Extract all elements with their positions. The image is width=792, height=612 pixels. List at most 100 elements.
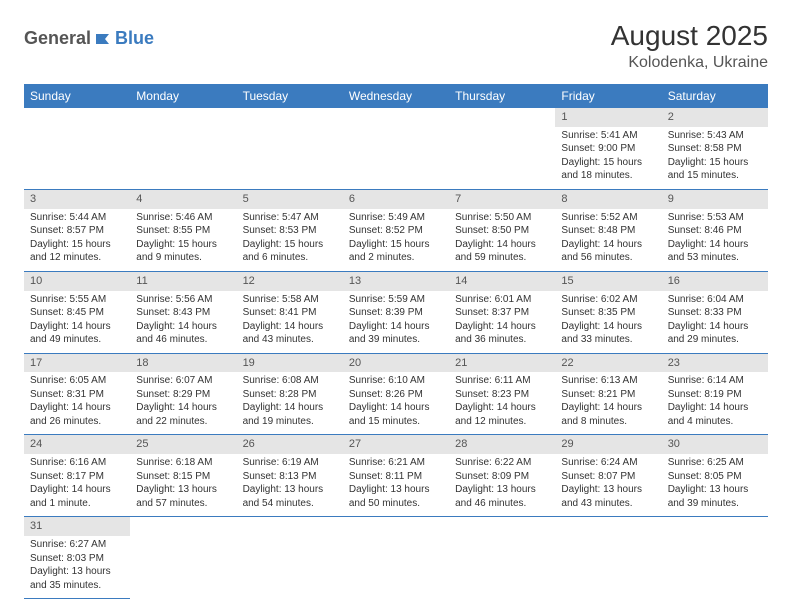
daylight-text: Daylight: 14 hours and 46 minutes. bbox=[136, 320, 230, 347]
daylight-text: Daylight: 14 hours and 36 minutes. bbox=[455, 320, 549, 347]
day-number-cell bbox=[237, 517, 343, 536]
daylight-text: Daylight: 13 hours and 43 minutes. bbox=[561, 483, 655, 510]
day-number-cell: 9 bbox=[662, 189, 768, 208]
sunset-text: Sunset: 8:48 PM bbox=[561, 224, 655, 238]
day-info-cell: Sunrise: 6:14 AMSunset: 8:19 PMDaylight:… bbox=[662, 372, 768, 435]
flag-icon bbox=[95, 32, 113, 46]
sunrise-text: Sunrise: 6:25 AM bbox=[668, 456, 762, 470]
daylight-text: Daylight: 14 hours and 33 minutes. bbox=[561, 320, 655, 347]
daylight-text: Daylight: 15 hours and 18 minutes. bbox=[561, 156, 655, 183]
daylight-text: Daylight: 15 hours and 6 minutes. bbox=[243, 238, 337, 265]
day-number-cell: 26 bbox=[237, 435, 343, 454]
sunrise-text: Sunrise: 6:11 AM bbox=[455, 374, 549, 388]
day-info-cell: Sunrise: 6:07 AMSunset: 8:29 PMDaylight:… bbox=[130, 372, 236, 435]
day-number-cell bbox=[237, 108, 343, 127]
day-info-cell: Sunrise: 6:04 AMSunset: 8:33 PMDaylight:… bbox=[662, 291, 768, 354]
sunset-text: Sunset: 8:35 PM bbox=[561, 306, 655, 320]
day-info-cell bbox=[555, 536, 661, 599]
daylight-text: Daylight: 14 hours and 56 minutes. bbox=[561, 238, 655, 265]
day-info-cell: Sunrise: 6:16 AMSunset: 8:17 PMDaylight:… bbox=[24, 454, 130, 517]
day-number-cell: 2 bbox=[662, 108, 768, 127]
sunrise-text: Sunrise: 5:41 AM bbox=[561, 129, 655, 143]
sunrise-text: Sunrise: 6:24 AM bbox=[561, 456, 655, 470]
weekday-header: Wednesday bbox=[343, 84, 449, 108]
day-info-cell bbox=[449, 536, 555, 599]
calendar-table: Sunday Monday Tuesday Wednesday Thursday… bbox=[24, 84, 768, 599]
day-number-cell bbox=[130, 108, 236, 127]
sunset-text: Sunset: 8:37 PM bbox=[455, 306, 549, 320]
day-info-row: Sunrise: 5:55 AMSunset: 8:45 PM Daylight:… bbox=[24, 291, 768, 354]
sunrise-text: Sunrise: 5:55 AM bbox=[30, 293, 124, 307]
day-number-row: 12 bbox=[24, 108, 768, 127]
sunset-text: Sunset: 8:50 PM bbox=[455, 224, 549, 238]
day-info-cell: Sunrise: 6:22 AMSunset: 8:09 PMDaylight:… bbox=[449, 454, 555, 517]
sunrise-text: Sunrise: 6:19 AM bbox=[243, 456, 337, 470]
day-number-cell: 23 bbox=[662, 353, 768, 372]
sunrise-text: Sunrise: 5:58 AM bbox=[243, 293, 337, 307]
day-number-cell: 6 bbox=[343, 189, 449, 208]
day-number-cell: 13 bbox=[343, 271, 449, 290]
weekday-header: Tuesday bbox=[237, 84, 343, 108]
day-number-cell: 16 bbox=[662, 271, 768, 290]
day-info-cell: Sunrise: 5:52 AMSunset: 8:48 PMDaylight:… bbox=[555, 209, 661, 272]
day-info-cell: Sunrise: 6:05 AMSunset: 8:31 PMDaylight:… bbox=[24, 372, 130, 435]
day-number-row: 31 bbox=[24, 517, 768, 536]
day-info-cell: Sunrise: 6:08 AMSunset: 8:28 PMDaylight:… bbox=[237, 372, 343, 435]
day-info-cell: Sunrise: 6:01 AMSunset: 8:37 PMDaylight:… bbox=[449, 291, 555, 354]
sunrise-text: Sunrise: 6:18 AM bbox=[136, 456, 230, 470]
day-number-cell: 31 bbox=[24, 517, 130, 536]
day-number-cell: 8 bbox=[555, 189, 661, 208]
logo-text-general: General bbox=[24, 28, 91, 49]
day-info-cell: Sunrise: 6:18 AMSunset: 8:15 PMDaylight:… bbox=[130, 454, 236, 517]
sunrise-text: Sunrise: 5:49 AM bbox=[349, 211, 443, 225]
daylight-text: Daylight: 14 hours and 4 minutes. bbox=[668, 401, 762, 428]
day-info-cell bbox=[24, 127, 130, 190]
day-info-cell bbox=[343, 536, 449, 599]
day-number-cell: 11 bbox=[130, 271, 236, 290]
day-info-cell: Sunrise: 5:53 AMSunset: 8:46 PMDaylight:… bbox=[662, 209, 768, 272]
day-info-cell: Sunrise: 5:55 AMSunset: 8:45 PMDaylight:… bbox=[24, 291, 130, 354]
sunset-text: Sunset: 8:19 PM bbox=[668, 388, 762, 402]
daylight-text: Daylight: 15 hours and 9 minutes. bbox=[136, 238, 230, 265]
day-info-cell: Sunrise: 5:50 AMSunset: 8:50 PMDaylight:… bbox=[449, 209, 555, 272]
day-info-cell: Sunrise: 5:58 AMSunset: 8:41 PMDaylight:… bbox=[237, 291, 343, 354]
sunset-text: Sunset: 8:28 PM bbox=[243, 388, 337, 402]
sunset-text: Sunset: 8:17 PM bbox=[30, 470, 124, 484]
day-info-cell: Sunrise: 6:02 AMSunset: 8:35 PMDaylight:… bbox=[555, 291, 661, 354]
sunrise-text: Sunrise: 5:50 AM bbox=[455, 211, 549, 225]
sunrise-text: Sunrise: 6:05 AM bbox=[30, 374, 124, 388]
day-number-cell: 24 bbox=[24, 435, 130, 454]
day-number-cell: 10 bbox=[24, 271, 130, 290]
daylight-text: Daylight: 14 hours and 59 minutes. bbox=[455, 238, 549, 265]
sunrise-text: Sunrise: 6:21 AM bbox=[349, 456, 443, 470]
daylight-text: Daylight: 14 hours and 8 minutes. bbox=[561, 401, 655, 428]
day-info-cell: Sunrise: 5:49 AMSunset: 8:52 PMDaylight:… bbox=[343, 209, 449, 272]
sunset-text: Sunset: 8:45 PM bbox=[30, 306, 124, 320]
day-number-cell: 29 bbox=[555, 435, 661, 454]
sunset-text: Sunset: 8:09 PM bbox=[455, 470, 549, 484]
sunrise-text: Sunrise: 6:27 AM bbox=[30, 538, 124, 552]
sunrise-text: Sunrise: 5:46 AM bbox=[136, 211, 230, 225]
sunrise-text: Sunrise: 6:22 AM bbox=[455, 456, 549, 470]
sunset-text: Sunset: 8:03 PM bbox=[30, 552, 124, 566]
day-info-cell: Sunrise: 6:11 AMSunset: 8:23 PMDaylight:… bbox=[449, 372, 555, 435]
weekday-header: Sunday bbox=[24, 84, 130, 108]
day-number-cell: 5 bbox=[237, 189, 343, 208]
sunrise-text: Sunrise: 6:08 AM bbox=[243, 374, 337, 388]
daylight-text: Daylight: 14 hours and 29 minutes. bbox=[668, 320, 762, 347]
day-number-cell: 1 bbox=[555, 108, 661, 127]
day-info-cell bbox=[237, 127, 343, 190]
sunrise-text: Sunrise: 6:07 AM bbox=[136, 374, 230, 388]
weekday-header: Saturday bbox=[662, 84, 768, 108]
day-info-cell: Sunrise: 5:56 AMSunset: 8:43 PMDaylight:… bbox=[130, 291, 236, 354]
day-number-cell bbox=[343, 517, 449, 536]
day-number-cell: 30 bbox=[662, 435, 768, 454]
daylight-text: Daylight: 14 hours and 53 minutes. bbox=[668, 238, 762, 265]
day-info-row: Sunrise: 6:16 AMSunset: 8:17 PMDaylight:… bbox=[24, 454, 768, 517]
sunset-text: Sunset: 8:55 PM bbox=[136, 224, 230, 238]
daylight-text: Daylight: 13 hours and 50 minutes. bbox=[349, 483, 443, 510]
weekday-header: Monday bbox=[130, 84, 236, 108]
day-info-cell bbox=[449, 127, 555, 190]
daylight-text: Daylight: 13 hours and 57 minutes. bbox=[136, 483, 230, 510]
sunset-text: Sunset: 9:00 PM bbox=[561, 142, 655, 156]
